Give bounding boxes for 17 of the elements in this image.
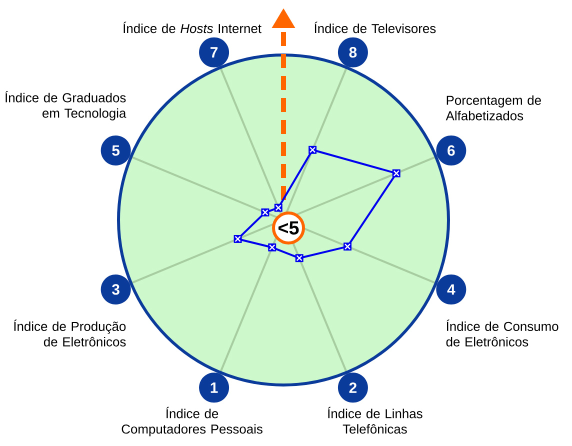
text: 4: [447, 284, 456, 295]
text: 2: [349, 382, 357, 393]
spoke-label: Índice de Graduados em Tecnologia: [5, 90, 126, 120]
text: <5: [278, 221, 299, 235]
spoke-label: Índice de Computadores Pessoais: [122, 406, 262, 436]
text: 1: [210, 382, 218, 393]
text: 7: [210, 47, 218, 58]
text: 8: [349, 47, 357, 58]
spoke-label: Índice de Produção de Eletrônicos: [14, 320, 126, 346]
text: 5: [112, 145, 120, 156]
spoke-label: Índice de Hosts Internet: [123, 22, 262, 34]
text: 6: [448, 145, 455, 156]
text: 3: [112, 284, 120, 295]
spoke-label: Índice de Consumo de Eletrônicos: [446, 320, 558, 346]
spoke-label: Índice de Linhas Telefônicas: [328, 406, 422, 434]
spoke-label: Porcentagem de Alfabetizados: [446, 95, 541, 120]
spoke-label: Índice de Televisores: [314, 22, 436, 34]
